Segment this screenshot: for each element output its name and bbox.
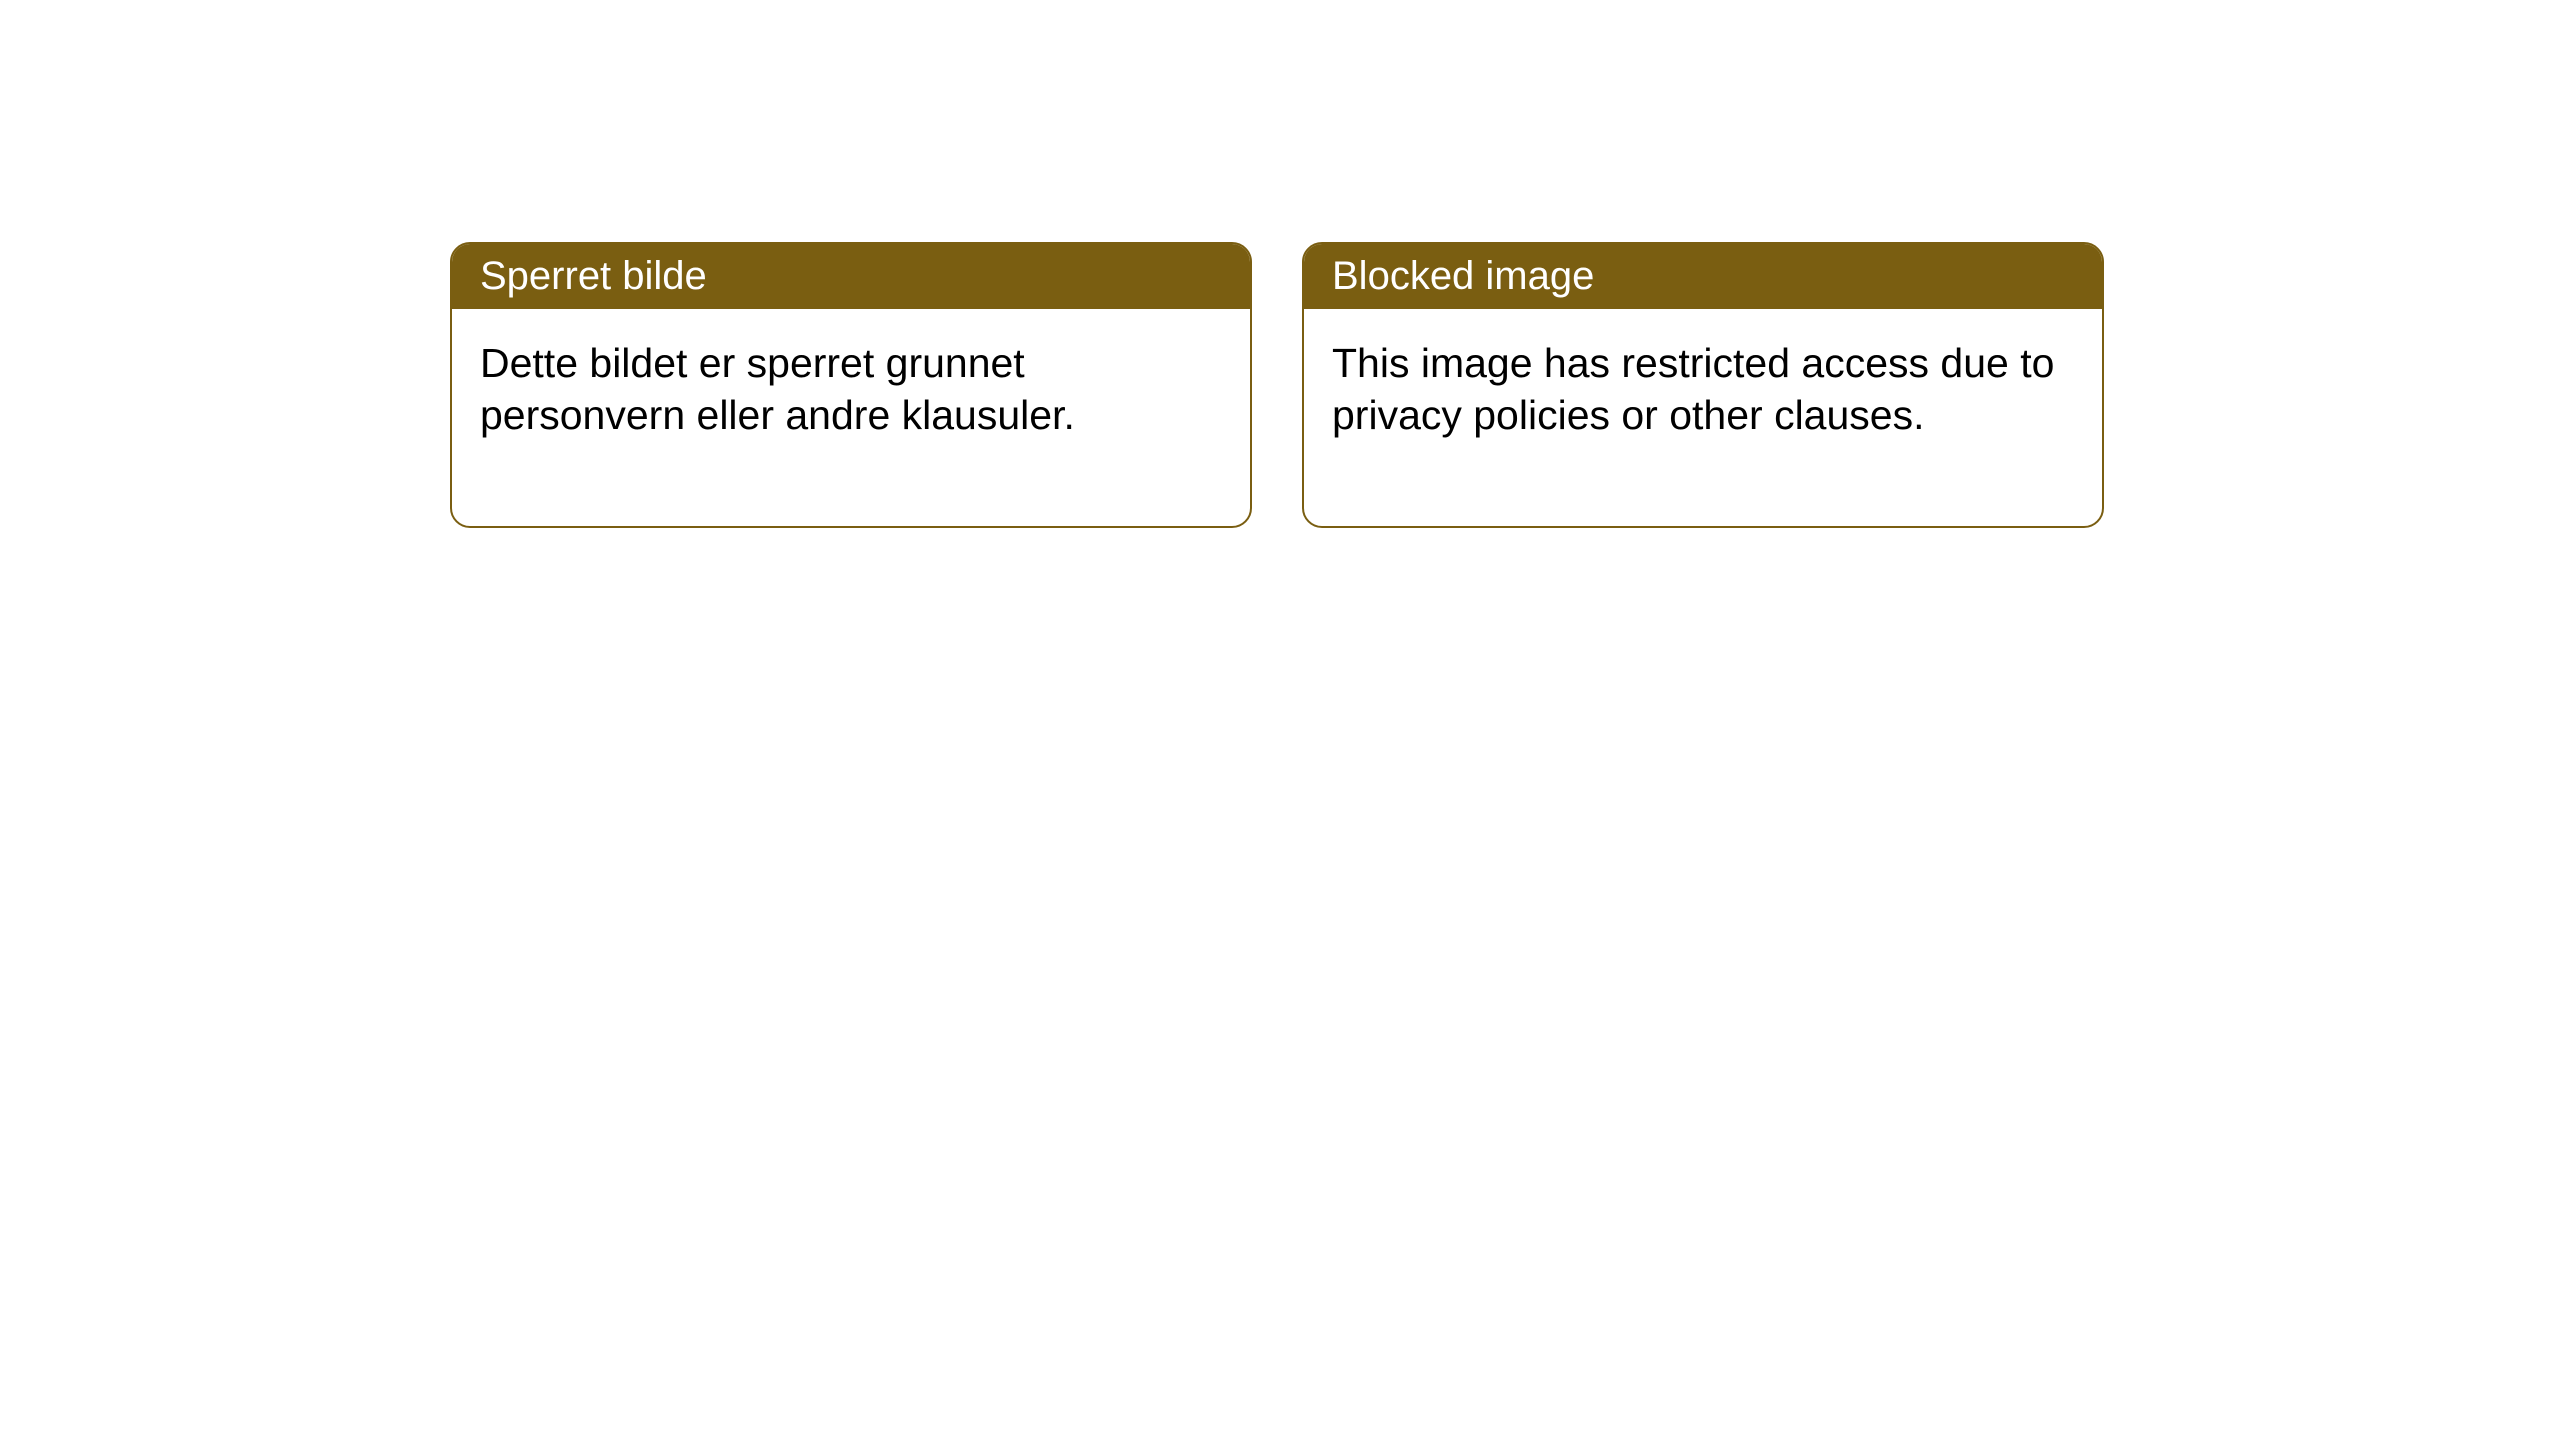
notice-header-no: Sperret bilde xyxy=(452,244,1250,309)
notice-text-no: Dette bildet er sperret grunnet personve… xyxy=(480,340,1075,438)
notice-body-en: This image has restricted access due to … xyxy=(1304,309,2102,526)
notice-container: Sperret bilde Dette bildet er sperret gr… xyxy=(0,0,2560,528)
notice-box-no: Sperret bilde Dette bildet er sperret gr… xyxy=(450,242,1252,528)
notice-body-no: Dette bildet er sperret grunnet personve… xyxy=(452,309,1250,526)
notice-text-en: This image has restricted access due to … xyxy=(1332,340,2054,438)
notice-title-en: Blocked image xyxy=(1332,254,1594,298)
notice-title-no: Sperret bilde xyxy=(480,254,707,298)
notice-box-en: Blocked image This image has restricted … xyxy=(1302,242,2104,528)
notice-header-en: Blocked image xyxy=(1304,244,2102,309)
